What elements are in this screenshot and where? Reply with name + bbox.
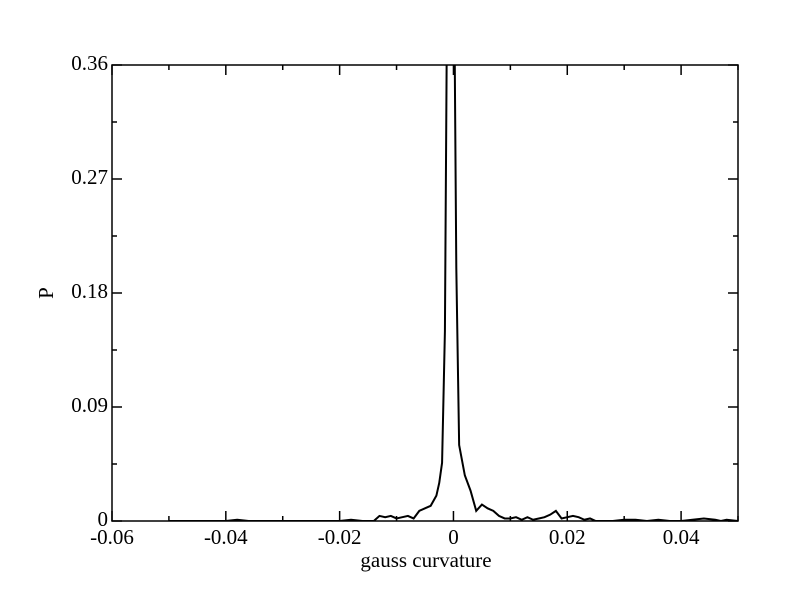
x-tick-label: -0.04 (204, 525, 248, 549)
y-tick-label: 0 (98, 507, 109, 531)
y-tick-label: 0.27 (71, 165, 108, 189)
data-line (168, 65, 738, 521)
x-tick-label: -0.06 (90, 525, 134, 549)
y-tick-label: 0.18 (71, 279, 108, 303)
x-axis-label: gauss curvature (360, 548, 491, 572)
plot-frame (111, 64, 739, 522)
x-tick-label: 0.04 (663, 525, 700, 549)
x-tick-label: 0 (448, 525, 459, 549)
x-tick-label: -0.02 (318, 525, 362, 549)
y-tick-label: 0.36 (71, 51, 108, 75)
y-tick-label: 0.09 (71, 393, 108, 417)
y-axis-label: P (34, 287, 58, 299)
x-tick-label: 0.02 (549, 525, 586, 549)
